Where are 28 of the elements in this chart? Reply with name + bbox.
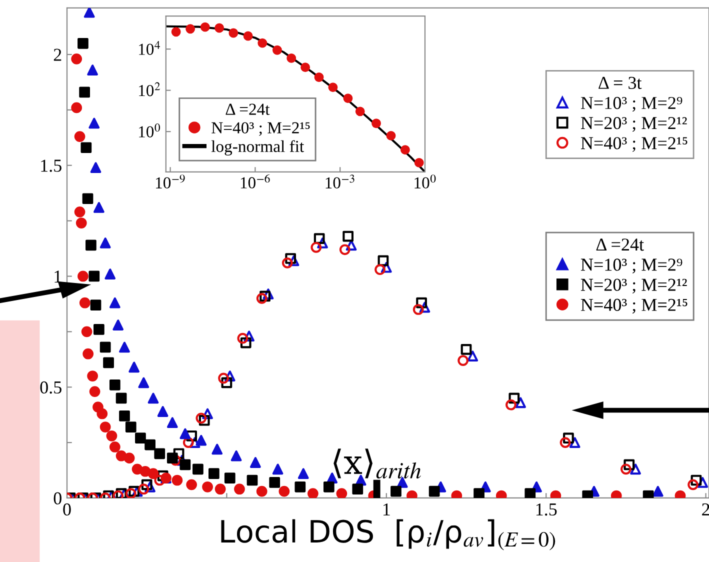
text: Δ =24t	[226, 104, 270, 115]
text: Δ = 3t	[598, 76, 642, 89]
x-tick-label: 10$^{−6}$	[240, 174, 270, 188]
legend-label: N=10³ ; M=2⁹	[580, 96, 682, 112]
y-tick-label: 10$^{4}$	[139, 41, 160, 55]
text: Δ =24t	[596, 238, 644, 251]
legend-label: N=20³ ; M=2¹²	[580, 116, 687, 132]
x-tick-label: 10$^{−3}$	[326, 174, 354, 188]
legend-label: N=40³ ; M=2¹⁵	[212, 122, 310, 136]
y-tick-label: 2	[54, 48, 62, 61]
ref-line-label: ⟨x⟩$_{arith}$	[334, 448, 421, 479]
legend-label: N=40³ ; M=2¹⁵	[580, 137, 688, 152]
y-tick-label: 10$^{0}$	[139, 124, 160, 138]
y-tick-label: 1.5	[41, 160, 62, 172]
x-tick-label: 10$^{−9}$	[156, 174, 185, 188]
x-tick-label: 1	[383, 503, 390, 516]
x-tick-label: 1.5	[536, 503, 557, 516]
legend-label: N=10³ ; M=2⁹	[580, 258, 682, 274]
x-axis-title: Local DOS [ρ$_{i}$/ρ$_{av}$]$_{(E=0)}$	[221, 519, 556, 550]
y-tick-label: 0	[54, 492, 62, 504]
x-tick-label: 0	[63, 503, 71, 516]
y-tick-label: 0.5	[40, 381, 62, 394]
x-tick-label: 10$^{0}$	[414, 174, 436, 188]
legend-label: N=20³ ; M=2¹²	[580, 278, 687, 294]
x-tick-label: 2	[702, 503, 709, 516]
legend-label: N=40³ ; M=2¹⁵	[580, 298, 688, 314]
legend-label: log-normal fit	[211, 140, 304, 156]
y-tick-label: 10$^{2}$	[139, 82, 160, 96]
